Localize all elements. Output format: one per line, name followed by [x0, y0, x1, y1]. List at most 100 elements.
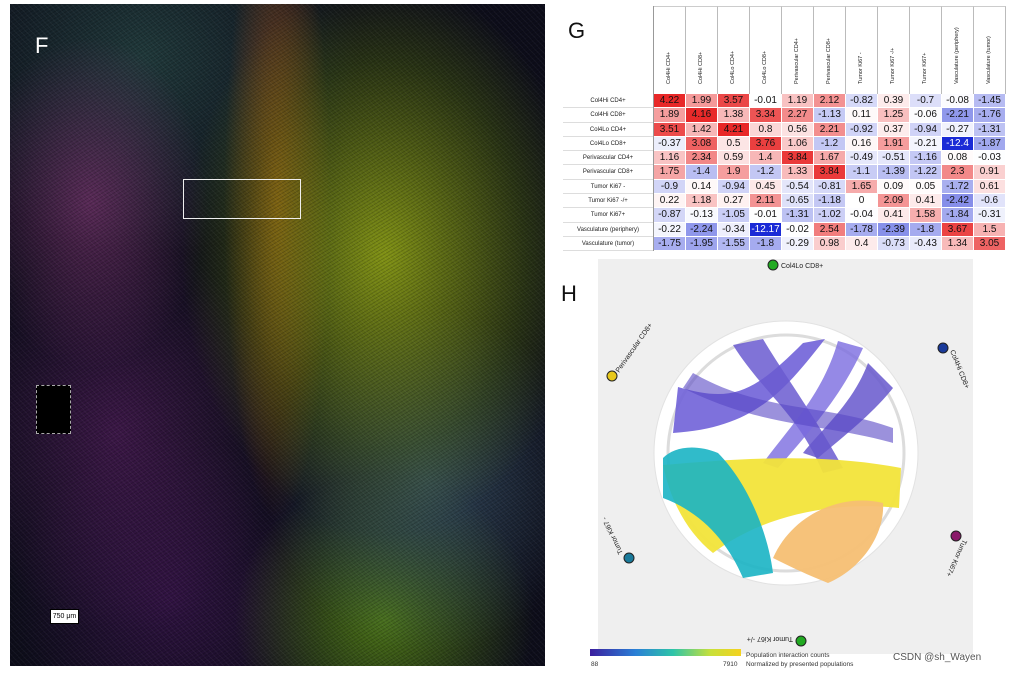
table-cell: 3.67	[942, 222, 974, 237]
table-cell: 1.33	[782, 165, 814, 180]
table-cell: -1.1	[846, 165, 878, 180]
table-cell: 3.05	[974, 236, 1006, 252]
table-cell: 1.89	[654, 108, 686, 123]
table-cell: 0.14	[686, 179, 718, 195]
inset-box	[36, 385, 71, 434]
table-cell: -2.42	[942, 194, 974, 209]
correlation-table: Col4Hi CD4+ Col4Hi CD8+ Col4Lo CD4+ Col4Lo …	[563, 6, 1006, 252]
inner-ring	[666, 333, 906, 573]
table-cell: 1.5	[974, 222, 1006, 237]
chord-diagram-panel: Col4Lo CD8+ Col4Hi CD8+ Tumor Ki67+ Tumo…	[563, 253, 1003, 673]
table-cell: -0.94	[718, 179, 750, 195]
row-labels: Col4Hi CD4+ Col4Hi CD8+ Col4Lo CD4+ Col4Lo …	[563, 94, 653, 252]
row-label: Vasculature (tumor)	[563, 237, 653, 252]
table-cell: 0.41	[878, 208, 910, 223]
node-label: Col4Hi CD8+	[948, 349, 970, 390]
table-cell: 0.45	[750, 179, 782, 195]
node-label: Perivascular CD8+	[615, 322, 654, 374]
table-cell: 1.06	[782, 136, 814, 152]
column-header: Tumor Ki67 -	[846, 6, 878, 94]
table-cell: -1.8	[750, 236, 782, 252]
table-cell: -0.08	[942, 94, 974, 109]
table-cell: -1.02	[814, 208, 846, 223]
table-cell: -0.02	[782, 222, 814, 237]
table-cell: 0.22	[654, 194, 686, 209]
microscopy-image: F 750 μm	[10, 4, 545, 666]
table-cell: 4.21	[718, 122, 750, 137]
table-cell: -0.22	[654, 222, 686, 237]
table-cell: 1.25	[878, 108, 910, 123]
table-cell: -0.82	[846, 94, 878, 109]
table-cell: 0.08	[942, 151, 974, 166]
row-label: Tumor Ki67+	[563, 208, 653, 223]
table-cell: 3.57	[718, 94, 750, 109]
table-cell: -1.72	[942, 179, 974, 195]
node-label: Tumor Ki67 -/+	[747, 635, 793, 642]
table-cell: 0.91	[974, 165, 1006, 180]
column-header: Perivascular CD8+	[814, 6, 846, 94]
table-cell: 0.98	[814, 236, 846, 252]
table-cell: 1.91	[878, 136, 910, 152]
table-cell: 0.56	[782, 122, 814, 137]
table-cell: 0.59	[718, 151, 750, 166]
column-header: Col4Hi CD4+	[654, 6, 686, 94]
table-cell: -0.94	[910, 122, 942, 137]
region-of-interest-box	[183, 179, 301, 219]
table-cell: 1.9	[718, 165, 750, 180]
table-cell: -1.4	[686, 165, 718, 180]
ribbon	[763, 341, 863, 468]
table-cell: 1.65	[846, 179, 878, 195]
table-cell: -0.29	[782, 236, 814, 252]
table-cell: -1.05	[718, 208, 750, 223]
table-cell: -1.45	[974, 94, 1006, 109]
column-header: Col4Lo CD8+	[750, 6, 782, 94]
table-cell: -2.21	[942, 108, 974, 123]
column-header: Tumor Ki67+	[910, 6, 942, 94]
row-label: Col4Hi CD8+	[563, 108, 653, 123]
ribbon	[663, 447, 773, 578]
watermark: CSDN @sh_Wayen	[893, 652, 982, 663]
table-cell: -0.06	[910, 108, 942, 123]
table-cell: -0.7	[910, 94, 942, 109]
table-cell: 1.67	[814, 151, 846, 166]
table-cell: 1.99	[686, 94, 718, 109]
table-cell: -1.76	[974, 108, 1006, 123]
table-cell: 2.34	[686, 151, 718, 166]
row-label: Tumor Ki67 -/+	[563, 194, 653, 209]
ribbon	[683, 373, 893, 443]
scale-bar: 750 μm	[50, 609, 79, 624]
table-cell: 3.34	[750, 108, 782, 123]
table-cell: 0.5	[718, 136, 750, 152]
table-cell: -1.75	[654, 236, 686, 252]
table-cell: -0.34	[718, 222, 750, 237]
tissue-texture	[10, 4, 545, 666]
table-cell: -0.6	[974, 194, 1006, 209]
table-cell: -0.73	[878, 236, 910, 252]
table-cell: 2.54	[814, 222, 846, 237]
legend-max: 7910	[723, 661, 738, 668]
table-cell: 2.27	[782, 108, 814, 123]
legend-min: 88	[591, 661, 599, 668]
table-cell: -0.37	[654, 136, 686, 152]
ribbon	[773, 500, 884, 583]
column-header: Col4Hi CD8+	[686, 6, 718, 94]
table-cell: 4.16	[686, 108, 718, 123]
table-cell: -0.51	[878, 151, 910, 166]
table-cell: -1.87	[974, 136, 1006, 152]
table-cell: -1.31	[782, 208, 814, 223]
table-cell: -0.03	[974, 151, 1006, 166]
table-cell: 1.38	[718, 108, 750, 123]
table-cell: -0.27	[942, 122, 974, 137]
table-cell: -1.39	[878, 165, 910, 180]
table-cell: -0.9	[654, 179, 686, 195]
table-cell: -0.31	[974, 208, 1006, 223]
table-cell: -1.31	[974, 122, 1006, 137]
table-cell: 4.22	[654, 94, 686, 109]
correlation-grid: Col4Hi CD4+ Col4Hi CD8+ Col4Lo CD4+ Col4Lo …	[653, 6, 1006, 252]
table-cell: -1.8	[910, 222, 942, 237]
table-cell: 1.75	[654, 165, 686, 180]
node-marker	[623, 552, 635, 564]
ribbon	[803, 363, 893, 458]
column-header: Vasculature (periphery)	[942, 6, 974, 94]
column-header: Vasculature (tumor)	[974, 6, 1006, 94]
